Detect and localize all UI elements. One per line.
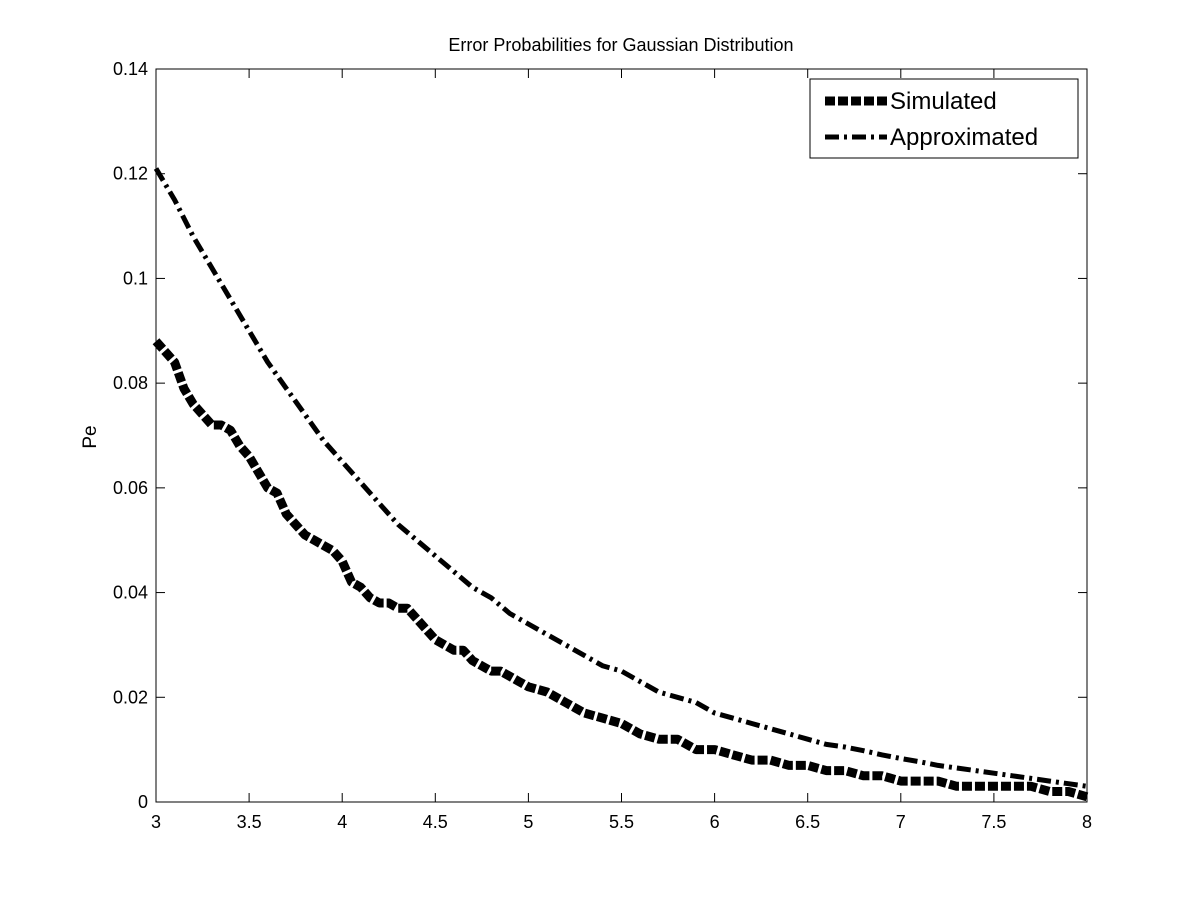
y-tick-label: 0.14	[113, 59, 148, 79]
legend-label-1: Simulated	[890, 88, 997, 115]
axis-ticks: 3 3.5 4 4.5 5 5.5 6 6.5 7 7.5 8 0 0.02 0.04 0.06 0.08 0.…	[113, 59, 1092, 832]
chart-title: Error Probabilities for Gaussian Distrib…	[448, 35, 793, 55]
x-tick-label: 7	[896, 812, 906, 832]
legend-label-2: Approximated	[890, 124, 1038, 151]
y-tick-label: 0.08	[113, 373, 148, 393]
series-group	[152, 167, 1089, 802]
legend: Simulated Approximated	[809, 78, 1079, 159]
axes-box	[155, 68, 1088, 803]
x-tick-label: 8	[1082, 812, 1092, 832]
x-tick-label: 5	[523, 812, 533, 832]
series-line-2	[153, 167, 1088, 789]
y-tick-label: 0.1	[123, 268, 148, 288]
y-tick-label: 0	[138, 792, 148, 812]
x-tick-label: 5.5	[609, 812, 634, 832]
x-tick-label: 6.5	[795, 812, 820, 832]
x-tick-label: 3.5	[237, 812, 262, 832]
series-line-1	[152, 338, 1089, 802]
y-tick-label: 0.06	[113, 478, 148, 498]
y-tick-label: 0.04	[113, 583, 148, 603]
x-tick-label: 4	[337, 812, 347, 832]
x-tick-label: 4.5	[423, 812, 448, 832]
x-tick-label: 6	[710, 812, 720, 832]
x-tick-label: 7.5	[981, 812, 1006, 832]
y-axis-label: Pe	[80, 425, 101, 448]
x-tick-label: 3	[151, 812, 161, 832]
legend-box	[809, 78, 1079, 159]
plot-area	[155, 68, 1088, 803]
y-tick-label: 0.12	[113, 164, 148, 184]
y-tick-label: 0.02	[113, 687, 148, 707]
